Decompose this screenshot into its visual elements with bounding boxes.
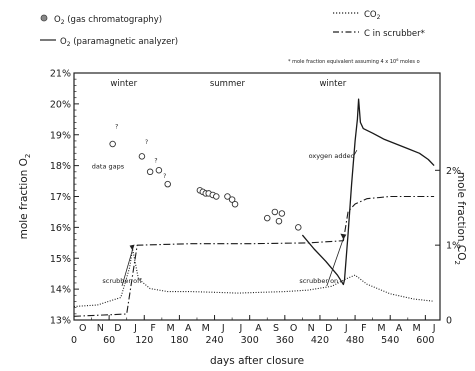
y-right-axis-label: mole fraction CO2: [453, 172, 467, 265]
annotation-arrow: [326, 238, 344, 287]
legend-label: O2 (gas chromatography): [54, 15, 162, 26]
gc-flag-mark: ?: [145, 139, 148, 146]
legend-label: CO2: [364, 10, 381, 21]
gc-flag-mark: ?: [163, 173, 166, 180]
y-left-tick-label: 15%: [50, 254, 71, 265]
legend-entry: CO2: [333, 10, 381, 21]
gc-data-point: [138, 153, 146, 160]
month-label: A: [185, 323, 192, 334]
legend-entry: C in scrubber*: [333, 29, 425, 39]
season-label: summer: [210, 79, 246, 89]
y-left-tick-label: 20%: [50, 99, 71, 110]
month-label: J: [221, 323, 225, 334]
y-left-tick-label: 21%: [50, 69, 71, 80]
x-tick-label: 420: [311, 335, 329, 346]
gc-data-point: [278, 210, 286, 217]
y-left-tick-label: 19%: [50, 130, 71, 141]
month-label: M: [167, 323, 175, 334]
x-tick-label: 120: [135, 335, 153, 346]
legend-marker-symbol: [40, 14, 48, 22]
y-left-tick-label: 17%: [50, 192, 71, 203]
series-c-in-scrubber-line: [73, 195, 435, 317]
x-tick-label: 60: [103, 335, 115, 346]
gc-data-point: [109, 140, 116, 148]
month-label: D: [114, 323, 121, 334]
season-label: winter: [110, 79, 137, 89]
annotation-arrowhead: [129, 244, 135, 251]
y-right-tick-label: 0: [446, 316, 452, 327]
legend-label: O2 (paramagnetic analyzer): [60, 37, 178, 48]
x-tick-label: 540: [381, 335, 399, 346]
footnote: * mole fraction equivalent assuming 4 x …: [288, 58, 420, 65]
gc-data-point: [275, 217, 283, 225]
legend-entry: O2 (gas chromatography): [40, 14, 162, 26]
x-tick-label: 480: [346, 335, 364, 346]
annotation-scrubber-off: scrubber off: [102, 277, 142, 285]
gc-data-point: [231, 200, 239, 208]
gc-data-point: [155, 167, 163, 174]
y-left-axis-label: mole fraction O2: [18, 154, 32, 240]
month-label: D: [325, 323, 332, 334]
x-tick-label: 360: [276, 335, 294, 346]
month-label: M: [412, 323, 420, 334]
month-label: O: [290, 323, 297, 334]
month-label: J: [344, 323, 348, 334]
gc-data-point: [213, 193, 220, 200]
series-o2-gas-chromatography: ????: [109, 124, 302, 231]
x-tick-label: 300: [241, 335, 259, 346]
gc-data-point: [228, 196, 236, 203]
series-layer: ????: [73, 98, 435, 317]
month-label: J: [432, 323, 436, 334]
x-tick-label: 0: [71, 335, 77, 346]
x-tick-label: 240: [205, 335, 223, 346]
gc-data-point: [295, 224, 302, 231]
gc-flag-mark: ?: [115, 124, 118, 131]
gc-data-point: [263, 214, 271, 222]
annotation-arrow: [121, 249, 133, 287]
month-label: J: [133, 323, 137, 334]
gc-flag-mark: ?: [154, 158, 157, 165]
y-left-tick-label: 16%: [50, 223, 71, 234]
season-label: winter: [319, 79, 346, 89]
y-left-tick-label: 14%: [50, 285, 71, 296]
legend-label: C in scrubber*: [364, 29, 425, 39]
month-label: F: [150, 323, 155, 334]
axes: 13% 14% 15% 16% 17% 18% 19% 20% 21% 0 1% 2% 0 60 120 18…: [18, 69, 467, 368]
month-label: A: [396, 323, 403, 334]
series-co2-line: [73, 248, 435, 308]
annotation-arrowhead: [340, 233, 347, 240]
legend-entry: O2 (paramagnetic analyzer): [40, 37, 178, 48]
gc-data-point: [224, 193, 231, 200]
y-right-tick-label: 2%: [446, 166, 461, 177]
month-label: M: [377, 323, 385, 334]
annotation-layer: data gaps oxygen added scrubber off scrubbe…: [92, 149, 358, 287]
gc-data-point: [164, 180, 171, 188]
y-left-tick-label: 18%: [50, 161, 71, 172]
month-label: M: [202, 323, 210, 334]
x-axis-label: days after closure: [210, 355, 304, 367]
month-label: J: [238, 323, 242, 334]
month-label: N: [97, 323, 104, 334]
legend: O2 (gas chromatography) O2 (paramagnetic …: [40, 10, 425, 48]
month-label: A: [255, 323, 262, 334]
annotation-scrubber-on: scrubber on: [299, 277, 338, 285]
month-label: S: [273, 323, 279, 334]
month-label: F: [361, 323, 366, 334]
annotation-arrow: [353, 149, 358, 157]
gc-data-point: [146, 168, 154, 176]
y-left-tick-label: 13%: [50, 316, 71, 327]
x-tick-label: 600: [416, 335, 434, 346]
gc-data-point: [271, 208, 279, 216]
series-o2-paramagnetic-line: [301, 98, 435, 286]
y-right-tick-label: 1%: [446, 241, 461, 252]
annotation-data-gaps: data gaps: [92, 163, 125, 171]
annotation-oxygen-added: oxygen added: [309, 152, 355, 160]
month-label: N: [308, 323, 315, 334]
x-tick-label: 180: [170, 335, 188, 346]
month-label: O: [79, 323, 86, 334]
